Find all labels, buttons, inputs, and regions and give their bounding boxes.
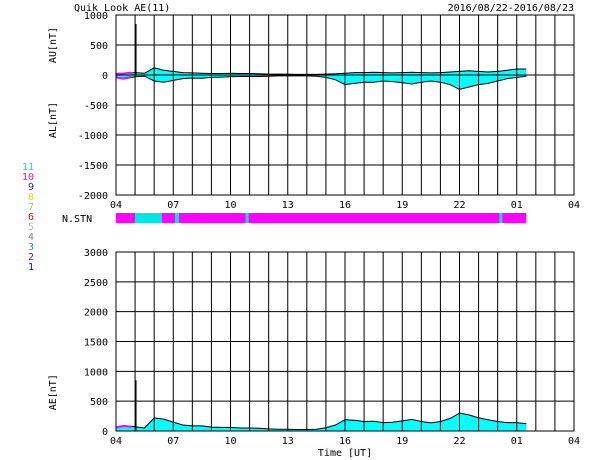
station-legend-entry: 7 xyxy=(27,202,34,213)
au-al-xtick-label: 19 xyxy=(396,200,408,211)
ae-ytick-label: 1000 xyxy=(84,367,108,378)
station-legend-entry: 11 xyxy=(21,162,34,173)
au-al-series-AL-line xyxy=(115,75,527,90)
au-al-ytick-label: 0 xyxy=(102,71,108,82)
au-al-series-AU-station10-segment xyxy=(115,71,132,75)
station-legend-entry: 9 xyxy=(27,182,34,193)
station-legend: 11 10 9 8 7 6 5 4 3 2 1 xyxy=(0,163,34,273)
au-al-xtick-label: 10 xyxy=(224,200,236,211)
nstn-label: N.STN xyxy=(62,214,92,225)
au-al-xtick-label: 07 xyxy=(167,200,179,211)
ae-ytick-label: 2500 xyxy=(84,278,108,289)
au-axis-label: AU[nT] xyxy=(48,27,59,63)
nstn-segment xyxy=(499,213,503,223)
ae-series-AE-line xyxy=(115,412,527,430)
au-al-frame xyxy=(115,14,575,196)
au-al-ytick-label: -1500 xyxy=(78,161,108,172)
ae-series-AE-station10-segment xyxy=(115,424,132,429)
au-al-xtick-label: 04 xyxy=(568,200,580,211)
nstn-segment xyxy=(158,213,162,223)
ae-xtick-label: 04 xyxy=(568,436,580,447)
station-legend-entry: 8 xyxy=(27,192,34,203)
nstn-segment xyxy=(116,213,131,223)
nstn-segment xyxy=(161,213,176,223)
au-al-ytick-label: -2000 xyxy=(78,191,108,202)
station-legend-entry: 10 xyxy=(21,172,34,183)
ae-xtick-label: 19 xyxy=(396,436,408,447)
au-al-xtick-label: 16 xyxy=(339,200,351,211)
au-al-series-AU-line xyxy=(115,67,527,75)
ae-ytick-label: 1500 xyxy=(84,338,108,349)
station-legend-entry: 3 xyxy=(27,242,34,253)
ae-xtick-label: 13 xyxy=(282,436,294,447)
ae-series-AE-fill xyxy=(116,413,527,431)
nstn-segment xyxy=(502,213,527,223)
chart-title: Quik Look AE(11) xyxy=(74,3,170,14)
date-range: 2016/08/22-2016/08/23 xyxy=(448,3,574,14)
station-legend-entry: 2 xyxy=(27,252,34,263)
au-al-ytick-label: -1000 xyxy=(78,131,108,142)
nstn-segment xyxy=(135,213,158,223)
nstn-segment xyxy=(175,213,179,223)
au-al-xtick-label: 13 xyxy=(282,200,294,211)
al-axis-label: AL[nT] xyxy=(48,102,59,138)
nstn-segment xyxy=(245,213,249,223)
ae-xtick-label: 22 xyxy=(453,436,465,447)
ae-ytick-label: 3000 xyxy=(84,248,108,259)
ae-xtick-label: 10 xyxy=(224,436,236,447)
ae-ytick-label: 2000 xyxy=(84,308,108,319)
au-al-xtick-label: 22 xyxy=(453,200,465,211)
au-al-xtick-label: 01 xyxy=(511,200,523,211)
ae-xtick-label: 07 xyxy=(167,436,179,447)
nstn-segment xyxy=(130,213,136,223)
au-al-series-AL-station10-segment xyxy=(115,75,132,80)
ae-xtick-label: 16 xyxy=(339,436,351,447)
au-al-series-AL-fill xyxy=(116,75,527,90)
au-al-ytick-label: 1000 xyxy=(84,11,108,22)
au-al-xtick-label: 04 xyxy=(110,200,122,211)
station-legend-entry: 4 xyxy=(27,232,34,243)
nstn-strip xyxy=(116,213,527,223)
au-al-ytick-label: 500 xyxy=(90,41,108,52)
nstn-segment xyxy=(179,213,246,223)
station-legend-entry: 6 xyxy=(27,212,34,223)
ae-ytick-label: 500 xyxy=(90,397,108,408)
ae-xtick-label: 01 xyxy=(511,436,523,447)
nstn-segment xyxy=(248,213,500,223)
au-al-ytick-label: -500 xyxy=(84,101,108,112)
ae-axis-label: AE[nT] xyxy=(48,374,59,410)
x-axis-label: Time [UT] xyxy=(318,448,372,459)
au-al-series-AU-fill xyxy=(116,67,527,75)
ae-frame xyxy=(115,251,575,432)
ae-ytick-label: 0 xyxy=(102,427,108,438)
station-legend-entry: 1 xyxy=(27,262,34,273)
station-legend-entry: 5 xyxy=(27,222,34,233)
ae-xtick-label: 04 xyxy=(110,436,122,447)
